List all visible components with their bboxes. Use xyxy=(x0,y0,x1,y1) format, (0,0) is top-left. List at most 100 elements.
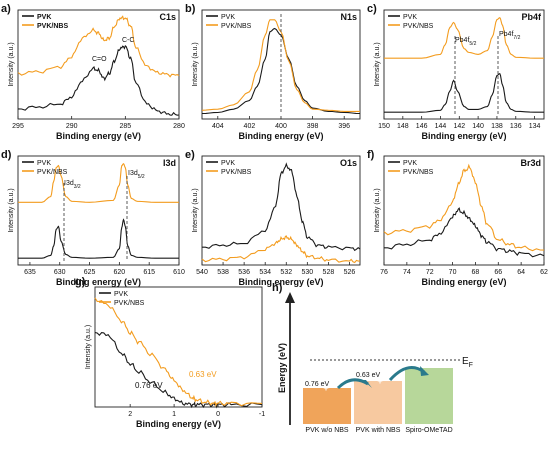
panel-5: 540 538 536 534 532 530 528 526 Binding energy (… xyxy=(185,149,361,287)
legend-label: PVK/NBS xyxy=(37,23,68,30)
x-tick-label: 64 xyxy=(517,269,525,276)
legend-label: PVK/NBS xyxy=(403,169,434,176)
x-tick-label: 76 xyxy=(380,269,388,276)
energy-axis-arrowhead xyxy=(285,292,295,303)
x-axis-label: Binding energy (eV) xyxy=(56,131,141,141)
x-tick-label: 530 xyxy=(301,269,313,276)
x-tick-label: 66 xyxy=(494,269,502,276)
panel-title: Pb4f xyxy=(521,12,542,22)
x-tick-label: 148 xyxy=(397,123,409,130)
y-axis-label: Intensity (a.u.) xyxy=(374,42,381,86)
legend-label: PVK xyxy=(403,160,417,167)
x-tick-label: 295 xyxy=(12,123,24,130)
x-tick-label: 625 xyxy=(84,269,96,276)
x-axis-label: Binding energy (eV) xyxy=(56,277,141,287)
panel-6: 76 74 72 70 68 66 64 62 Binding energy (eV) Inten… xyxy=(367,149,548,287)
gap-label: 0.76 eV xyxy=(305,381,329,388)
annotation-label: 0.76 eV xyxy=(135,381,163,390)
x-tick-label: 68 xyxy=(472,269,480,276)
x-tick-label: 404 xyxy=(212,123,224,130)
gap-label: 0.63 eV xyxy=(356,372,380,379)
x-tick-label: 290 xyxy=(66,123,78,130)
panel-3: 150 148 146 144 142 140 138 136 134 Binding energ… xyxy=(367,3,545,141)
plot-frame xyxy=(94,286,263,408)
annotations: C=O C-C Pb4f5/2 Pb4f7/2 I3d3/2 I3d5/2 0.76 eV 0… xyxy=(63,14,521,390)
x-tick-label: 144 xyxy=(435,123,447,130)
y-axis-label: Intensity (a.u.) xyxy=(8,42,15,86)
band-box xyxy=(405,368,453,424)
transfer-arrow xyxy=(336,378,369,390)
legend-label: PVK xyxy=(403,14,417,21)
x-tick-label: 74 xyxy=(403,269,411,276)
x-tick-label: 1 xyxy=(172,411,176,418)
panel-7: 2 1 0 -1 Binding energy (eV) Intensity (a.u.)… xyxy=(75,276,265,429)
transfer-arrowhead xyxy=(363,380,372,388)
energy-diagram: h) Energy (eV) EF PVK w/o NBS 0.76 eV PVK wit… xyxy=(272,282,473,434)
panel-title: Br3d xyxy=(520,158,541,168)
transfer-arrowhead xyxy=(420,366,429,376)
panel-letter: e) xyxy=(185,149,195,161)
series-line-pvk xyxy=(17,45,180,116)
series-line-pvk xyxy=(202,162,361,252)
band-label: Spiro-OMeTAD xyxy=(405,427,452,434)
series-line-pvk xyxy=(384,207,545,258)
annotation-label: C-C xyxy=(122,37,134,44)
panel-letter: g) xyxy=(75,276,86,288)
x-tick-label: 526 xyxy=(344,269,356,276)
y-axis-label: Intensity (a.u.) xyxy=(192,188,199,232)
series-line-pvk-nbs xyxy=(94,297,263,408)
legend-label: PVK/NBS xyxy=(37,169,68,176)
series-line-pvk-nbs xyxy=(17,15,180,78)
x-tick-label: 540 xyxy=(196,269,208,276)
x-tick-label: 138 xyxy=(491,123,503,130)
x-tick-label: 528 xyxy=(323,269,335,276)
x-tick-label: 280 xyxy=(173,123,185,130)
charge-marker: + xyxy=(377,376,382,386)
annotation-label: Pb4f7/2 xyxy=(499,31,521,41)
panel-letter: h) xyxy=(272,282,283,294)
x-tick-label: 536 xyxy=(238,269,250,276)
series-line-pvk-nbs xyxy=(201,19,360,112)
legend-label: PVK/NBS xyxy=(114,300,145,307)
x-tick-label: 70 xyxy=(449,269,457,276)
series-line-pvk-nbs xyxy=(201,235,361,264)
x-tick-label: 534 xyxy=(259,269,271,276)
series-line-pvk xyxy=(94,332,263,409)
panel-title: C1s xyxy=(159,12,176,22)
legend-label: PVK xyxy=(221,14,235,21)
x-tick-label: -1 xyxy=(259,411,265,418)
panel-4: 635 630 625 620 615 610 Binding energy (eV) Int… xyxy=(1,149,185,287)
band-label: PVK w/o NBS xyxy=(305,427,349,434)
x-axis-label: Binding energy (eV) xyxy=(136,419,221,429)
x-tick-label: 72 xyxy=(426,269,434,276)
y-axis-label: Intensity (a.u.) xyxy=(192,42,199,86)
x-tick-label: 134 xyxy=(529,123,541,130)
x-tick-label: 136 xyxy=(510,123,522,130)
series-line-pvk-nbs xyxy=(384,17,544,59)
panel-title: O1s xyxy=(340,158,357,168)
band-box xyxy=(303,388,351,424)
plot-frame xyxy=(17,155,180,266)
band-box xyxy=(354,381,402,424)
x-tick-label: 2 xyxy=(128,411,132,418)
series-line-pvk-nbs xyxy=(18,162,179,203)
panel-letter: b) xyxy=(185,3,196,15)
x-tick-label: 532 xyxy=(280,269,292,276)
x-tick-label: 620 xyxy=(114,269,126,276)
x-tick-label: 146 xyxy=(416,123,428,130)
y-axis-label: Intensity (a.u.) xyxy=(85,325,92,369)
charge-marker: + xyxy=(323,383,328,393)
panel-title: N1s xyxy=(340,12,357,22)
legend-label: PVK xyxy=(114,291,128,298)
series-line-pvk xyxy=(18,218,179,259)
panel-title: I3d xyxy=(163,158,176,168)
x-tick-label: 285 xyxy=(119,123,131,130)
x-axis-label: Binding energy (eV) xyxy=(421,277,506,287)
legend-label: PVK/NBS xyxy=(221,169,252,176)
fermi-label: EF xyxy=(462,356,473,369)
band-label: PVK with NBS xyxy=(356,427,401,434)
legend-label: PVK/NBS xyxy=(221,23,252,30)
plot-frame xyxy=(201,155,361,266)
x-axis-label: Binding energy (eV) xyxy=(238,277,323,287)
x-tick-label: 402 xyxy=(244,123,256,130)
